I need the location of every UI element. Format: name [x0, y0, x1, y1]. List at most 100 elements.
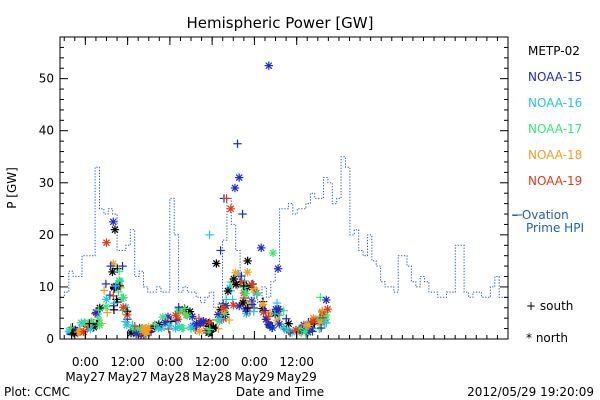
sat-point — [300, 327, 310, 336]
sat-point — [253, 289, 262, 298]
sat-point — [308, 327, 317, 336]
sat-point — [95, 320, 104, 330]
legend-item: METP-02 — [528, 44, 580, 58]
sat-point — [80, 318, 89, 327]
sat-point — [212, 315, 222, 324]
sat-point-highlight — [273, 264, 283, 273]
south-marker-legend: + south — [526, 299, 573, 313]
sat-point — [177, 323, 187, 333]
sat-point-highlight — [243, 256, 252, 266]
y-tick-label: 20 — [39, 228, 54, 242]
legend-item: NOAA-19 — [528, 174, 582, 188]
sat-point — [195, 327, 204, 336]
y-axis-label: P [GW] — [5, 167, 19, 209]
y-axis: 0 10 20 30 40 50 — [39, 36, 508, 346]
sat-point-highlight — [110, 225, 120, 234]
legend-item: NOAA-17 — [528, 122, 582, 136]
sat-point — [243, 267, 252, 277]
sat-point-highlight — [268, 248, 278, 258]
sat-point — [216, 314, 226, 323]
sat-point — [180, 304, 189, 313]
sat-point-highlight — [235, 173, 244, 182]
x-tick-label-date: May29 — [234, 370, 274, 384]
sat-point — [150, 320, 159, 329]
sat-point — [86, 324, 95, 334]
y-tick-label: 30 — [39, 176, 54, 190]
y-tick-label: 0 — [46, 332, 54, 346]
x-axis-label: Date and Time — [236, 385, 324, 399]
sat-point-highlight — [222, 194, 231, 203]
x-tick-label-date: May28 — [150, 370, 190, 384]
sat-point-highlight — [233, 139, 242, 148]
sat-point — [108, 267, 117, 277]
sat-point — [249, 307, 258, 316]
sat-point — [223, 286, 233, 296]
x-tick-label-date: May28 — [192, 370, 232, 384]
sat-point — [121, 317, 130, 326]
chart-title: Hemispheric Power [GW] — [187, 14, 374, 32]
satellite-points — [64, 61, 332, 340]
sat-point — [141, 324, 150, 333]
sat-point — [260, 306, 270, 315]
sat-point — [128, 320, 137, 330]
legend-item: NOAA-18 — [528, 148, 582, 162]
sat-point — [264, 312, 273, 321]
sat-point-highlight — [238, 209, 247, 219]
sat-point — [317, 306, 327, 315]
sat-point — [272, 298, 282, 308]
sat-point — [119, 293, 128, 302]
x-tick-label-time: 12:00 — [195, 355, 230, 369]
sat-point — [302, 320, 311, 329]
sat-point — [102, 295, 111, 304]
sat-point — [219, 303, 228, 313]
sat-point — [274, 304, 283, 314]
sat-point-highlight — [118, 261, 127, 271]
x-tick-label-time: 12:00 — [110, 355, 145, 369]
sat-point-highlight — [114, 267, 124, 276]
sat-point — [111, 281, 120, 291]
series-legend: METP-02 NOAA-15 NOAA-16 NOAA-17 NOAA-18 NOAA-… — [528, 44, 582, 188]
sat-point — [243, 303, 252, 313]
sat-point — [142, 329, 151, 339]
x-axis: 0:00May2712:00May270:00May2812:00May280:… — [63, 37, 509, 384]
sat-point — [186, 323, 196, 332]
sat-point — [252, 290, 261, 299]
sat-point — [221, 295, 231, 304]
sat-point — [315, 318, 325, 327]
plot-frame — [59, 36, 509, 340]
north-marker-legend: * north — [526, 331, 568, 345]
sat-point — [85, 319, 94, 328]
sat-point-highlight — [226, 204, 235, 214]
sat-point — [171, 311, 180, 320]
sat-point — [203, 327, 213, 337]
sat-point-highlight — [212, 259, 221, 268]
sat-point — [316, 323, 326, 333]
sat-point — [105, 290, 115, 300]
sat-point — [291, 325, 301, 335]
sat-point — [165, 321, 174, 331]
sat-point — [282, 325, 292, 334]
sat-point — [109, 305, 119, 315]
sat-point — [315, 324, 324, 333]
sat-point-highlight — [102, 238, 111, 247]
ovation-prime-line — [60, 156, 522, 309]
sat-point — [66, 323, 75, 332]
sat-point — [275, 319, 284, 329]
sat-point — [94, 305, 103, 315]
sat-point — [99, 286, 109, 295]
sat-point — [101, 302, 111, 311]
sat-point — [160, 318, 170, 327]
sat-point — [224, 315, 234, 325]
sat-point — [183, 311, 192, 320]
sat-point — [268, 323, 277, 333]
sat-point — [205, 318, 214, 327]
legend-item: NOAA-16 — [528, 96, 582, 110]
x-tick-label-date: May27 — [108, 370, 148, 384]
ovation-label-line2: Prime HPI — [526, 221, 584, 235]
ovation-label-line1: – Ovation — [512, 208, 569, 222]
sat-point — [239, 281, 248, 291]
x-tick-label-time: 12:00 — [279, 355, 314, 369]
x-tick-label-date: May29 — [277, 370, 317, 384]
y-tick-label: 40 — [39, 124, 54, 138]
